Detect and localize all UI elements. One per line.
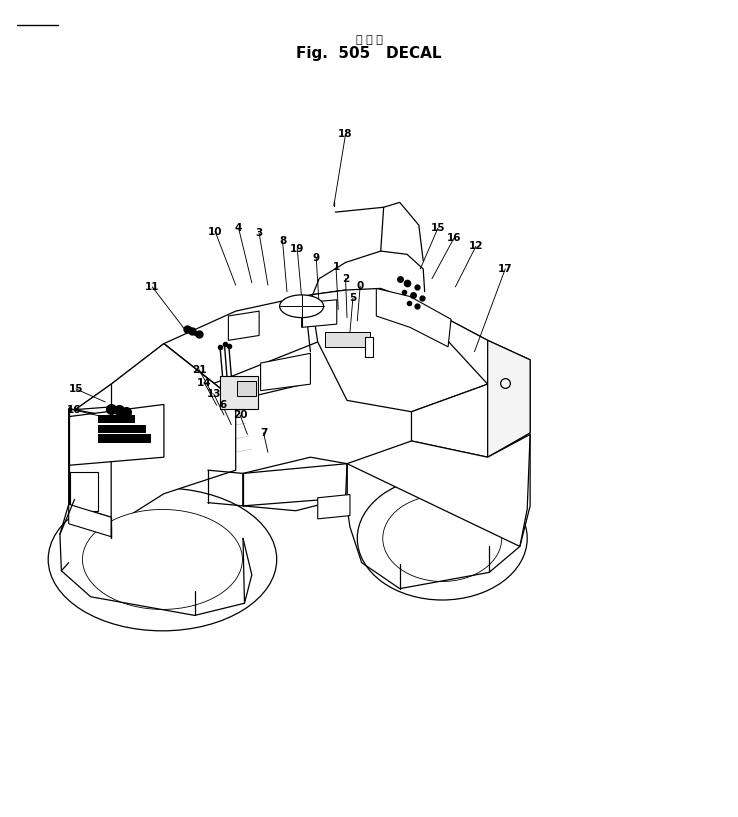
Text: 9: 9 (313, 253, 320, 263)
Text: 16: 16 (446, 233, 461, 243)
Text: 10: 10 (208, 226, 222, 237)
Polygon shape (243, 464, 347, 506)
Ellipse shape (383, 495, 502, 582)
Text: 21: 21 (192, 364, 207, 374)
Bar (220, 376, 258, 408)
Polygon shape (111, 290, 345, 415)
Text: デ カ ル: デ カ ル (356, 35, 382, 45)
Polygon shape (410, 300, 530, 458)
Text: 7: 7 (260, 428, 267, 438)
Bar (237, 381, 256, 395)
Text: 20: 20 (233, 410, 247, 420)
Text: 2: 2 (342, 274, 349, 283)
Polygon shape (488, 341, 530, 458)
Text: 14: 14 (197, 377, 212, 387)
Polygon shape (75, 344, 235, 527)
Polygon shape (243, 458, 347, 511)
Polygon shape (318, 494, 350, 519)
Text: Fig.  505   DECAL: Fig. 505 DECAL (296, 47, 442, 61)
Text: 1: 1 (332, 262, 339, 272)
Polygon shape (228, 311, 259, 341)
Polygon shape (75, 384, 134, 527)
Polygon shape (302, 300, 337, 328)
Polygon shape (69, 504, 111, 537)
Bar (98, 415, 134, 423)
Polygon shape (69, 408, 111, 517)
Text: 4: 4 (235, 223, 242, 234)
Text: 12: 12 (469, 241, 483, 251)
Text: 13: 13 (207, 389, 221, 399)
Text: 18: 18 (338, 129, 353, 139)
Bar (70, 471, 98, 511)
Polygon shape (69, 404, 164, 466)
Bar (365, 337, 373, 356)
Text: 3: 3 (255, 228, 263, 239)
Ellipse shape (280, 295, 323, 318)
Bar (98, 435, 151, 443)
Text: 6: 6 (219, 400, 226, 410)
Text: 0: 0 (356, 281, 364, 291)
Polygon shape (261, 353, 311, 391)
Text: 16: 16 (67, 405, 82, 415)
Text: 11: 11 (145, 282, 159, 292)
Polygon shape (376, 288, 451, 347)
Bar (98, 425, 145, 433)
Text: 15: 15 (430, 223, 445, 234)
Polygon shape (311, 288, 488, 412)
Ellipse shape (357, 476, 527, 600)
Text: 8: 8 (279, 236, 286, 247)
Text: 19: 19 (290, 243, 304, 253)
Polygon shape (325, 333, 370, 347)
Text: 17: 17 (498, 264, 513, 274)
Text: 5: 5 (349, 293, 356, 303)
Text: 15: 15 (69, 384, 83, 394)
Ellipse shape (83, 510, 243, 609)
Ellipse shape (48, 488, 277, 631)
Polygon shape (347, 435, 530, 547)
